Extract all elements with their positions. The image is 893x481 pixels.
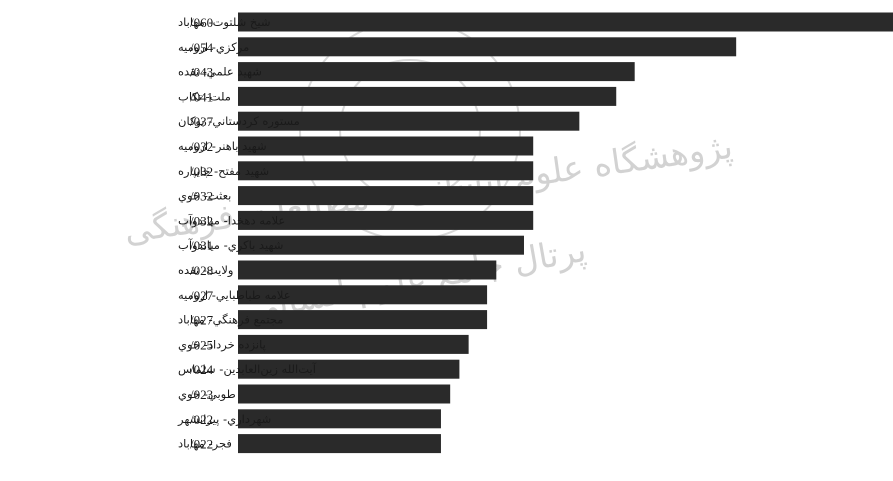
bar-8 — [238, 186, 534, 206]
bar-5 — [238, 111, 580, 131]
value-label-17: /022 — [190, 412, 213, 427]
value-label-11: /028 — [190, 263, 213, 278]
category-label-15: آيت‌الله زين‌العابدين- سلماس — [178, 362, 317, 377]
bar-11 — [238, 260, 497, 280]
value-label-18: /022 — [190, 437, 213, 452]
value-label-4: /041 — [190, 89, 213, 104]
category-label-16: طوبي- خوي — [178, 387, 236, 402]
category-label-12: علامه طباطبايي- اروميه — [178, 288, 291, 303]
value-label-2: /054 — [190, 40, 214, 55]
value-label-5: /037 — [190, 114, 214, 129]
category-label-18: فجر- مهاباد — [178, 437, 232, 452]
bars-group — [238, 12, 893, 454]
category-label-14: پانزده خرداد- خوي — [178, 337, 266, 352]
bar-13 — [238, 310, 488, 330]
category-label-5: مستوره كردستاني- بوكان — [178, 114, 300, 129]
value-label-12: /027 — [190, 288, 214, 303]
category-label-6: شهيد باهنر- اروميه — [178, 139, 267, 154]
bar-3 — [238, 62, 635, 82]
bar-14 — [238, 334, 469, 354]
bar-9 — [238, 210, 534, 230]
bar-15 — [238, 359, 460, 379]
value-label-9: /032 — [190, 213, 213, 228]
category-label-10: شهيد باكري- مياندوآب — [178, 238, 283, 253]
value-label-10: /031 — [190, 238, 213, 253]
bar-12 — [238, 285, 488, 305]
bar-16 — [238, 384, 451, 404]
value-label-7: /032 — [190, 164, 213, 179]
category-label-8: بعثت- خوي — [178, 189, 231, 204]
value-label-6: /032 — [190, 139, 213, 154]
bar-18 — [238, 434, 441, 454]
bar-2 — [238, 37, 737, 57]
bar-7 — [238, 161, 534, 181]
value-labels-group: /060/054/043/041/037/032/032/032/032/031… — [190, 15, 214, 452]
value-label-14: /025 — [190, 337, 213, 352]
value-label-15: /024 — [190, 362, 214, 377]
bar-6 — [238, 136, 534, 156]
bar-10 — [238, 235, 524, 255]
category-label-13: مجتمع فرهنگي- مهاباد — [178, 313, 283, 328]
value-label-3: /043 — [190, 65, 213, 80]
bar-4 — [238, 86, 617, 106]
bar-17 — [238, 409, 441, 429]
category-label-4: ملت- تكاب — [178, 89, 231, 103]
value-label-1: /060 — [190, 15, 213, 30]
category-label-7: شهيد مفتح- چايپاره — [178, 164, 269, 179]
category-label-9: علامه دهخدا- مياندوآب — [178, 213, 285, 228]
category-label-2: مركزي- اروميه — [178, 40, 249, 55]
value-label-16: /023 — [190, 387, 213, 402]
category-labels-group: شيخ شلتوت- مهاباد مركزي- اروميه شهيد علمي-… — [177, 15, 317, 452]
category-label-1: شيخ شلتوت- مهاباد — [178, 15, 270, 30]
category-label-17: شهرداري- پيرانشهر — [177, 412, 271, 427]
value-label-13: /027 — [190, 313, 214, 328]
value-label-8: /032 — [190, 189, 213, 204]
category-label-3: شهيد علمي- نقده — [178, 65, 262, 79]
category-label-11: ولايت- نقده — [178, 263, 234, 278]
bar-1 — [238, 12, 893, 32]
